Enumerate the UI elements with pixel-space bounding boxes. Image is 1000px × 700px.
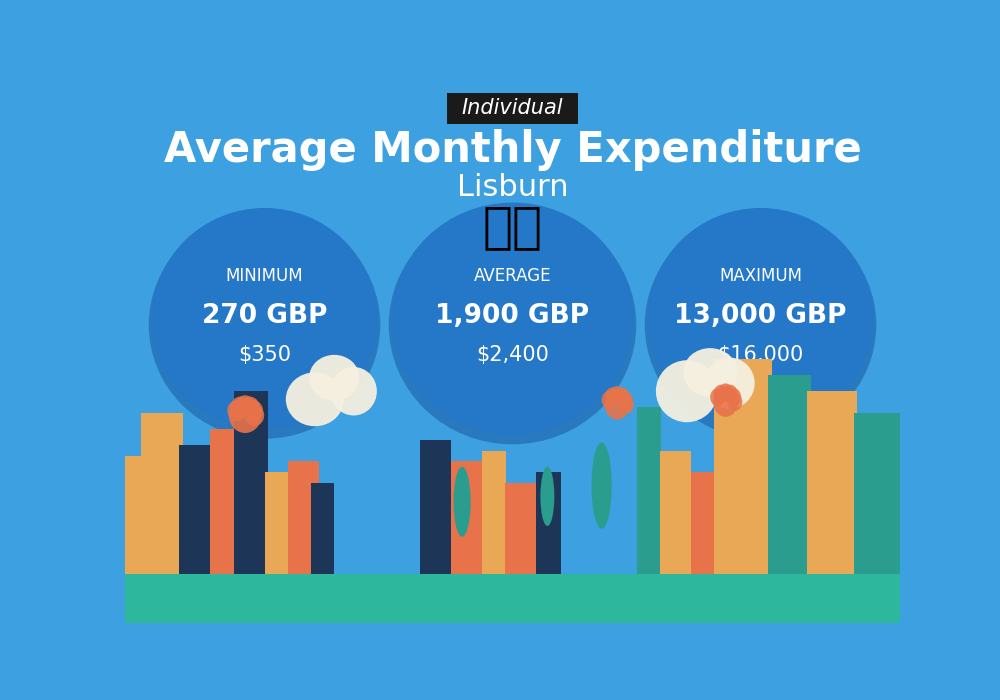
- Text: MAXIMUM: MAXIMUM: [719, 267, 802, 286]
- Text: MINIMUM: MINIMUM: [226, 267, 303, 286]
- Ellipse shape: [602, 391, 617, 409]
- Ellipse shape: [726, 389, 741, 406]
- Ellipse shape: [389, 206, 636, 444]
- Ellipse shape: [718, 384, 733, 401]
- Ellipse shape: [243, 400, 263, 421]
- Text: $350: $350: [238, 345, 291, 365]
- Ellipse shape: [610, 386, 625, 404]
- Bar: [140, 413, 183, 575]
- Bar: [807, 391, 857, 575]
- Bar: [125, 456, 144, 575]
- Bar: [691, 472, 716, 575]
- Bar: [637, 407, 661, 575]
- Ellipse shape: [713, 387, 738, 416]
- Bar: [854, 413, 900, 575]
- Text: Average Monthly Expenditure: Average Monthly Expenditure: [164, 129, 861, 171]
- Ellipse shape: [727, 393, 742, 411]
- Ellipse shape: [309, 355, 359, 400]
- Text: 🇬🇧: 🇬🇧: [482, 203, 542, 251]
- Text: $16,000: $16,000: [717, 345, 804, 365]
- Bar: [125, 575, 900, 623]
- Ellipse shape: [648, 208, 873, 429]
- Ellipse shape: [592, 442, 612, 528]
- Ellipse shape: [227, 400, 247, 421]
- Ellipse shape: [540, 467, 554, 526]
- Bar: [768, 375, 811, 575]
- Text: 1,900 GBP: 1,900 GBP: [435, 303, 590, 329]
- Ellipse shape: [229, 398, 261, 433]
- Text: Lisburn: Lisburn: [457, 173, 568, 202]
- Text: 270 GBP: 270 GBP: [202, 303, 327, 329]
- Bar: [536, 472, 561, 575]
- Ellipse shape: [723, 385, 738, 402]
- Ellipse shape: [645, 211, 876, 439]
- Bar: [482, 451, 506, 575]
- Ellipse shape: [656, 360, 718, 422]
- Bar: [714, 359, 772, 575]
- Bar: [179, 445, 214, 575]
- Ellipse shape: [245, 405, 264, 426]
- Ellipse shape: [330, 367, 377, 416]
- Bar: [420, 440, 450, 575]
- Ellipse shape: [152, 208, 377, 429]
- Ellipse shape: [392, 202, 633, 434]
- Ellipse shape: [683, 348, 737, 397]
- Ellipse shape: [286, 372, 344, 426]
- Bar: [234, 391, 268, 575]
- Ellipse shape: [605, 390, 630, 419]
- Bar: [660, 451, 691, 575]
- Ellipse shape: [240, 397, 260, 418]
- Ellipse shape: [231, 397, 250, 418]
- Ellipse shape: [619, 395, 634, 414]
- Bar: [210, 429, 235, 575]
- Ellipse shape: [714, 385, 728, 402]
- Ellipse shape: [618, 391, 633, 409]
- Bar: [450, 461, 489, 575]
- Ellipse shape: [704, 358, 755, 409]
- Text: Individual: Individual: [462, 98, 563, 118]
- Bar: [288, 461, 319, 575]
- Bar: [264, 472, 289, 575]
- Ellipse shape: [614, 387, 629, 405]
- Ellipse shape: [235, 395, 255, 416]
- Text: AVERAGE: AVERAGE: [474, 267, 551, 286]
- Ellipse shape: [605, 387, 620, 405]
- Ellipse shape: [710, 389, 725, 406]
- Bar: [311, 483, 334, 575]
- Text: 13,000 GBP: 13,000 GBP: [674, 303, 847, 329]
- Text: $2,400: $2,400: [476, 345, 549, 365]
- Ellipse shape: [149, 211, 380, 439]
- Bar: [505, 483, 536, 575]
- Ellipse shape: [454, 467, 471, 537]
- FancyBboxPatch shape: [447, 92, 578, 124]
